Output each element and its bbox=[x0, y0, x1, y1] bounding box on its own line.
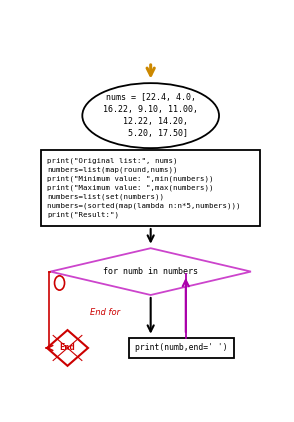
Text: for numb in numbers: for numb in numbers bbox=[103, 267, 198, 276]
Circle shape bbox=[54, 276, 65, 290]
Text: print(numb,end=' '): print(numb,end=' ') bbox=[135, 344, 228, 352]
Polygon shape bbox=[47, 330, 88, 366]
FancyBboxPatch shape bbox=[129, 338, 234, 358]
Text: nums = [22.4, 4.0,
16.22, 9.10, 11.00,
  12.22, 14.20,
   5.20, 17.50]: nums = [22.4, 4.0, 16.22, 9.10, 11.00, 1… bbox=[103, 93, 198, 138]
Text: print("Original list:", nums)
numbers=list(map(round,nums))
print("Minimum value: print("Original list:", nums) numbers=li… bbox=[47, 158, 240, 218]
Text: End for: End for bbox=[90, 308, 120, 317]
Polygon shape bbox=[51, 248, 251, 295]
Ellipse shape bbox=[82, 83, 219, 148]
Text: End: End bbox=[60, 344, 75, 352]
FancyBboxPatch shape bbox=[41, 150, 260, 226]
